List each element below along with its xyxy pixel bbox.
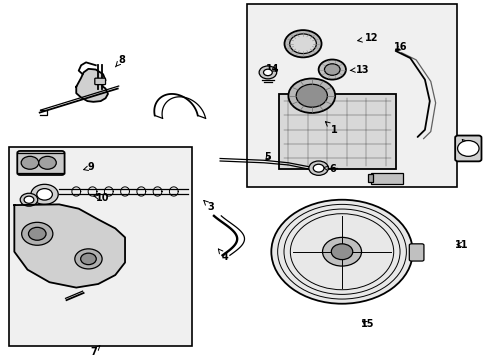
Text: 5: 5 xyxy=(264,152,271,162)
Circle shape xyxy=(20,193,38,206)
Polygon shape xyxy=(14,204,125,288)
FancyBboxPatch shape xyxy=(95,78,105,85)
Text: 9: 9 xyxy=(83,162,94,172)
Text: 1: 1 xyxy=(325,122,337,135)
Text: 14: 14 xyxy=(265,64,279,74)
Text: 15: 15 xyxy=(360,319,373,329)
Text: 7: 7 xyxy=(90,346,100,357)
Circle shape xyxy=(37,189,52,200)
Bar xyxy=(246,4,456,187)
FancyBboxPatch shape xyxy=(17,151,64,175)
Circle shape xyxy=(21,222,53,245)
Text: 6: 6 xyxy=(323,164,336,174)
Circle shape xyxy=(24,196,34,203)
Bar xyxy=(9,147,192,346)
Circle shape xyxy=(263,69,272,76)
Text: 13: 13 xyxy=(349,64,368,75)
Circle shape xyxy=(81,253,96,265)
Circle shape xyxy=(271,200,412,304)
Circle shape xyxy=(289,34,316,54)
Circle shape xyxy=(296,84,327,107)
Circle shape xyxy=(75,249,102,269)
Text: 16: 16 xyxy=(393,42,407,52)
Circle shape xyxy=(31,184,58,204)
Text: 8: 8 xyxy=(115,55,125,67)
Bar xyxy=(367,174,372,182)
Circle shape xyxy=(318,59,345,80)
Text: 3: 3 xyxy=(203,201,213,212)
Circle shape xyxy=(313,164,324,172)
Text: 12: 12 xyxy=(357,33,377,43)
Polygon shape xyxy=(76,69,108,102)
Text: 11: 11 xyxy=(454,239,468,249)
Bar xyxy=(278,94,395,169)
Circle shape xyxy=(284,30,321,57)
FancyBboxPatch shape xyxy=(454,135,481,161)
Circle shape xyxy=(259,66,276,79)
Text: 4: 4 xyxy=(218,249,228,262)
Circle shape xyxy=(288,78,334,113)
Text: 2: 2 xyxy=(461,139,471,151)
FancyBboxPatch shape xyxy=(408,244,423,261)
Circle shape xyxy=(39,156,56,169)
Text: 10: 10 xyxy=(93,193,110,203)
Circle shape xyxy=(324,64,339,75)
Circle shape xyxy=(21,156,39,169)
Bar xyxy=(370,173,402,184)
Circle shape xyxy=(28,227,46,240)
Circle shape xyxy=(308,161,328,175)
Circle shape xyxy=(322,237,361,266)
Circle shape xyxy=(330,244,352,260)
Circle shape xyxy=(457,140,478,156)
